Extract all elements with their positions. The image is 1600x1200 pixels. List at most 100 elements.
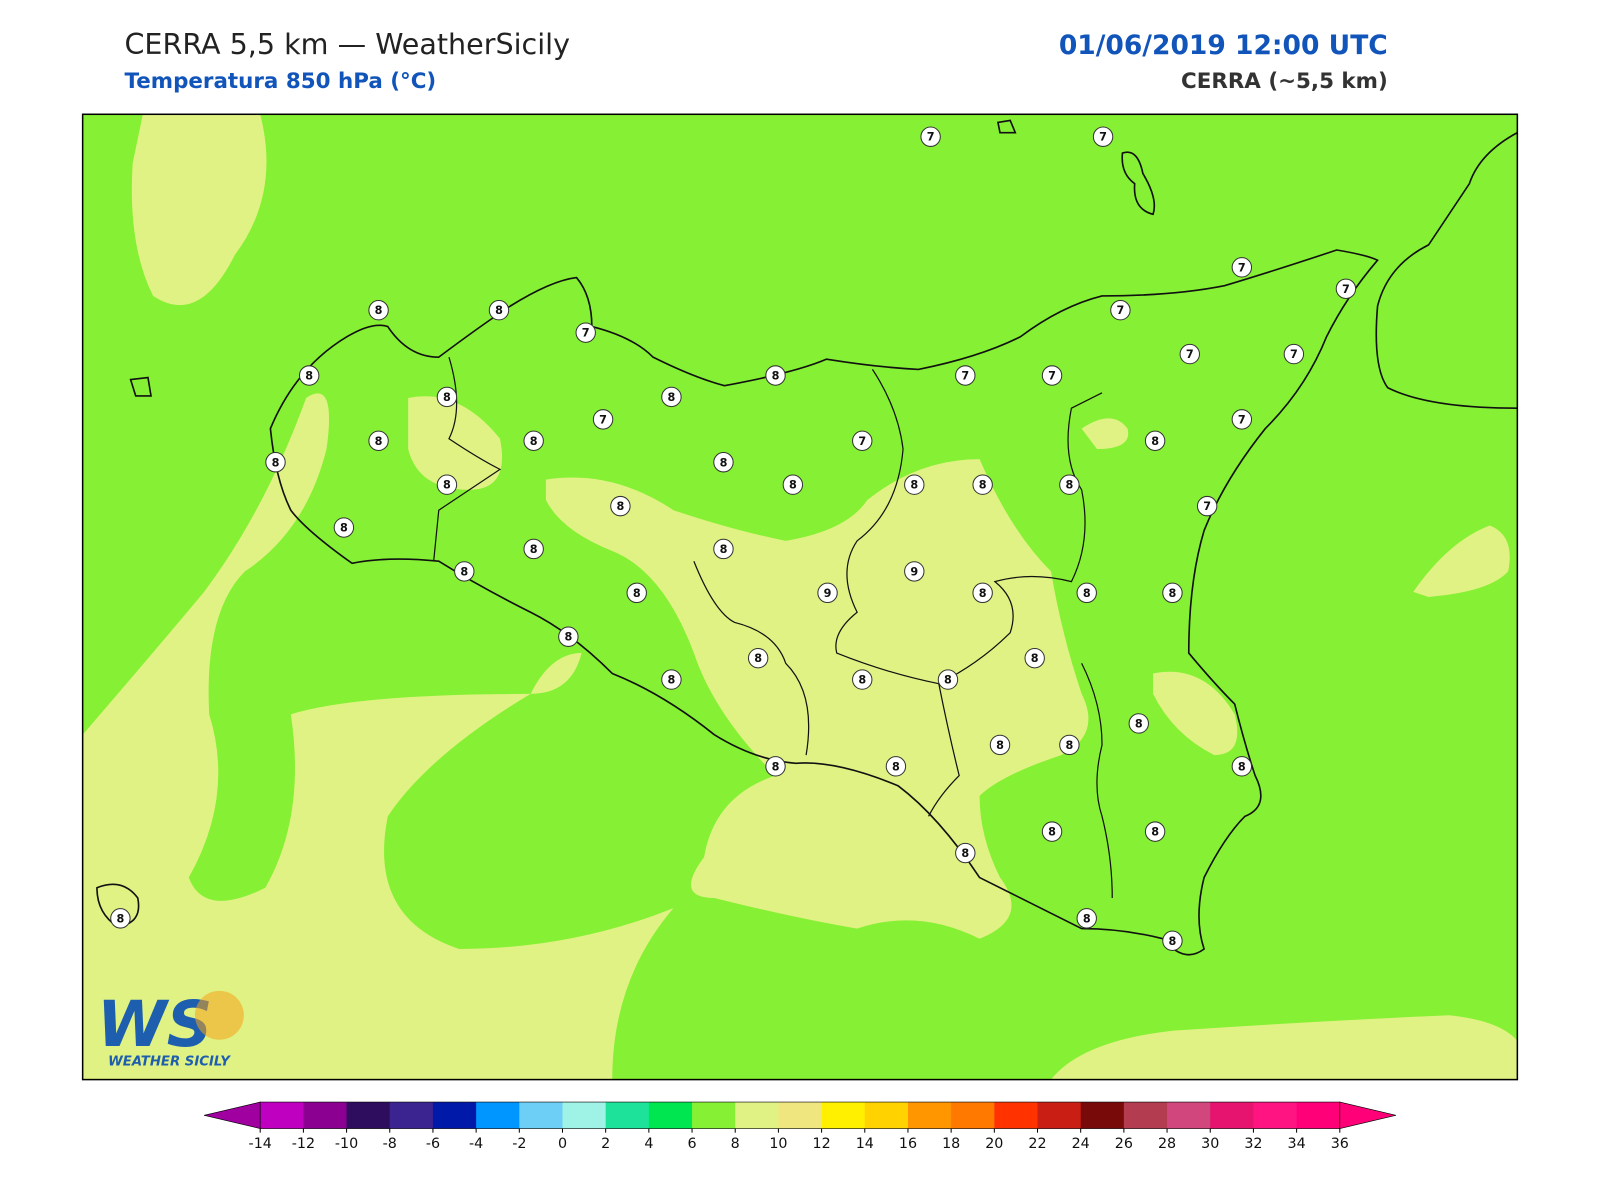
- station-marker: [1076, 582, 1097, 604]
- colorbar-tick-label: 32: [1244, 1136, 1262, 1152]
- station-value: 8: [1151, 435, 1159, 448]
- colorbar-tick-label: -6: [426, 1136, 440, 1152]
- station-marker: [817, 582, 838, 604]
- colorbar-segment: [476, 1102, 520, 1129]
- colorbar-segment: [821, 1102, 866, 1129]
- station-marker: [1110, 300, 1131, 321]
- station-marker: [1231, 409, 1253, 430]
- colorbar-segment: [951, 1102, 995, 1129]
- colorbar-segment: [994, 1102, 1039, 1129]
- colorbar-tick-label: 8: [731, 1136, 740, 1152]
- station-marker: [1041, 365, 1063, 386]
- colorbar-segment: [864, 1102, 909, 1129]
- station-value: 8: [979, 479, 987, 492]
- station-marker: [972, 474, 993, 495]
- colorbar-tick-label: 4: [644, 1136, 653, 1152]
- colorbar-tick-label: 34: [1288, 1136, 1306, 1152]
- station-value: 8: [789, 479, 797, 492]
- station-value: 8: [754, 652, 762, 665]
- colorbar-under: [204, 1101, 261, 1129]
- colorbar-tick-label: 26: [1115, 1136, 1133, 1152]
- colorbar-tick-label: 0: [558, 1136, 567, 1152]
- station-marker: [1196, 495, 1218, 517]
- station-marker: [765, 756, 786, 777]
- station-value: 7: [1203, 500, 1211, 513]
- station-marker: [368, 430, 389, 452]
- station-marker: [1162, 930, 1183, 952]
- colorbar-segment: [907, 1102, 952, 1129]
- colorbar-segment: [1123, 1102, 1168, 1129]
- colorbar-tick-label: 14: [856, 1136, 874, 1152]
- station-marker: [955, 365, 976, 386]
- station-value: 8: [617, 500, 625, 513]
- logo: WS WEATHER SICILY: [97, 987, 244, 1069]
- station-marker: [920, 126, 941, 147]
- station-value: 8: [530, 543, 538, 556]
- colorbar-tick-label: -4: [469, 1136, 483, 1152]
- station-marker: [852, 430, 873, 452]
- station-value: 8: [117, 912, 125, 925]
- station-marker: [989, 734, 1011, 756]
- station-value: 8: [1169, 587, 1177, 600]
- colorbar-tick-label: -12: [292, 1136, 315, 1152]
- station-marker: [1059, 474, 1080, 495]
- colorbar-tick-label: 10: [769, 1136, 787, 1152]
- station-value: 7: [1099, 131, 1107, 144]
- station-marker: [1144, 430, 1166, 452]
- colorbar-tick-label: 2: [601, 1136, 610, 1152]
- station-value: 7: [1342, 283, 1350, 296]
- colorbar-segment: [1253, 1102, 1298, 1129]
- station-marker: [454, 561, 475, 582]
- logo-name: WEATHER SICILY: [108, 1054, 231, 1069]
- station-value: 7: [1048, 370, 1056, 383]
- colorbar-tick-label: -14: [249, 1136, 272, 1152]
- colorbar-segment: [519, 1102, 563, 1129]
- station-marker: [298, 365, 320, 386]
- model: CERRA (~5,5 km): [1181, 69, 1388, 94]
- colorbar-segment: [1210, 1102, 1254, 1129]
- station-marker: [885, 756, 907, 777]
- colorbar-tick-label: 18: [942, 1136, 960, 1152]
- station-marker: [1283, 343, 1305, 365]
- station-marker: [747, 647, 769, 669]
- station-marker: [782, 474, 804, 495]
- station-marker: [1231, 756, 1253, 777]
- station-marker: [1128, 713, 1149, 734]
- colorbar-tick-label: -2: [512, 1136, 526, 1152]
- map: 7 7 7 7 8 8 7 7 8 8 7 7 7 7 8 8 7 7 8 8 7 8 8 8 8 8 8 8 8 8 7 8 8 8 8 9 9 8 8 8…: [82, 114, 1518, 1080]
- station-value: 8: [772, 760, 780, 773]
- station-value: 8: [443, 479, 451, 492]
- station-value: 7: [927, 131, 935, 144]
- station-marker: [1162, 582, 1183, 604]
- station-value: 8: [892, 760, 900, 773]
- stations: 7 7 7 7 8 8 7 7 8 8 7 7 7 7 8 8 7 7 8 8 7 8 8 8 8 8 8 8 8 8 7 8 8 8 8 9 9 8 8 8…: [110, 126, 1357, 952]
- colorbar-segment: [346, 1102, 391, 1129]
- station-value: 9: [824, 587, 832, 600]
- station-value: 8: [668, 391, 676, 404]
- station-marker: [955, 842, 976, 864]
- station-marker: [368, 300, 389, 321]
- station-marker: [1076, 908, 1097, 929]
- station-value: 7: [1290, 348, 1298, 361]
- station-value: 8: [443, 391, 451, 404]
- station-value: 8: [1048, 826, 1056, 839]
- station-value: 8: [944, 674, 952, 687]
- station-value: 8: [979, 587, 987, 600]
- colorbar-tick-label: 6: [688, 1136, 697, 1152]
- coastlines: [96, 119, 1518, 956]
- station-marker: [661, 386, 682, 408]
- station-value: 8: [530, 435, 538, 448]
- station-value: 8: [305, 370, 313, 383]
- station-marker: [1335, 278, 1357, 299]
- station-value: 7: [1186, 348, 1194, 361]
- station-value: 7: [961, 370, 969, 383]
- colorbar-tick-label: 30: [1201, 1136, 1219, 1152]
- station-marker: [558, 626, 579, 647]
- station-marker: [713, 452, 734, 473]
- station-value: 8: [1065, 739, 1073, 752]
- station-value: 7: [1117, 304, 1125, 317]
- station-marker: [904, 561, 925, 582]
- station-value: 8: [564, 631, 572, 644]
- colorbar-tick-label: 20: [985, 1136, 1003, 1152]
